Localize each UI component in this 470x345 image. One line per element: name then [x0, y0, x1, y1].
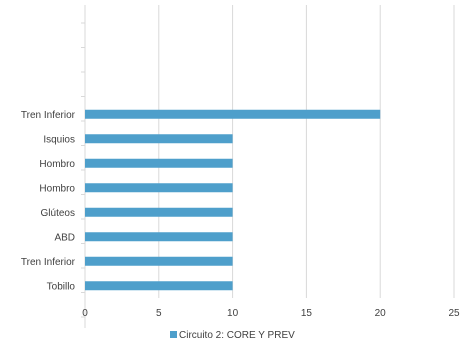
- category-label: Hombro: [39, 183, 75, 194]
- gridlines: [158, 5, 455, 298]
- category-label: Isquios: [43, 134, 75, 145]
- x-tick-label: 20: [375, 308, 387, 319]
- category-label: Tren Inferior: [21, 257, 76, 268]
- bar: [85, 109, 381, 119]
- x-tick-labels: 0 5 10 15 20 25: [82, 308, 460, 319]
- x-tick-label: 0: [82, 308, 88, 319]
- bar: [85, 281, 233, 291]
- category-label: Tobillo: [47, 281, 76, 292]
- category-labels: Tren Inferior Isquios Hombro Hombro Glúteos A…: [21, 110, 76, 293]
- legend-swatch: [170, 331, 177, 338]
- category-label: Hombro: [39, 159, 75, 170]
- x-tick-label: 15: [301, 308, 313, 319]
- x-tick-label: 10: [227, 308, 239, 319]
- category-label: Tren Inferior: [21, 110, 76, 121]
- bar: [85, 158, 233, 168]
- category-axis: [81, 5, 86, 328]
- category-label: Glúteos: [41, 208, 75, 219]
- category-label: ABD: [54, 232, 75, 243]
- bar: [85, 207, 233, 217]
- bar: [85, 183, 233, 193]
- x-tick-label: 25: [448, 308, 460, 319]
- legend: Circuito 2: CORE Y PREV: [170, 330, 295, 341]
- x-tick-label: 5: [156, 308, 162, 319]
- bar: [85, 256, 233, 266]
- bar: [85, 134, 233, 144]
- legend-label: Circuito 2: CORE Y PREV: [179, 330, 295, 341]
- bars: [85, 109, 381, 291]
- bar: [85, 232, 233, 242]
